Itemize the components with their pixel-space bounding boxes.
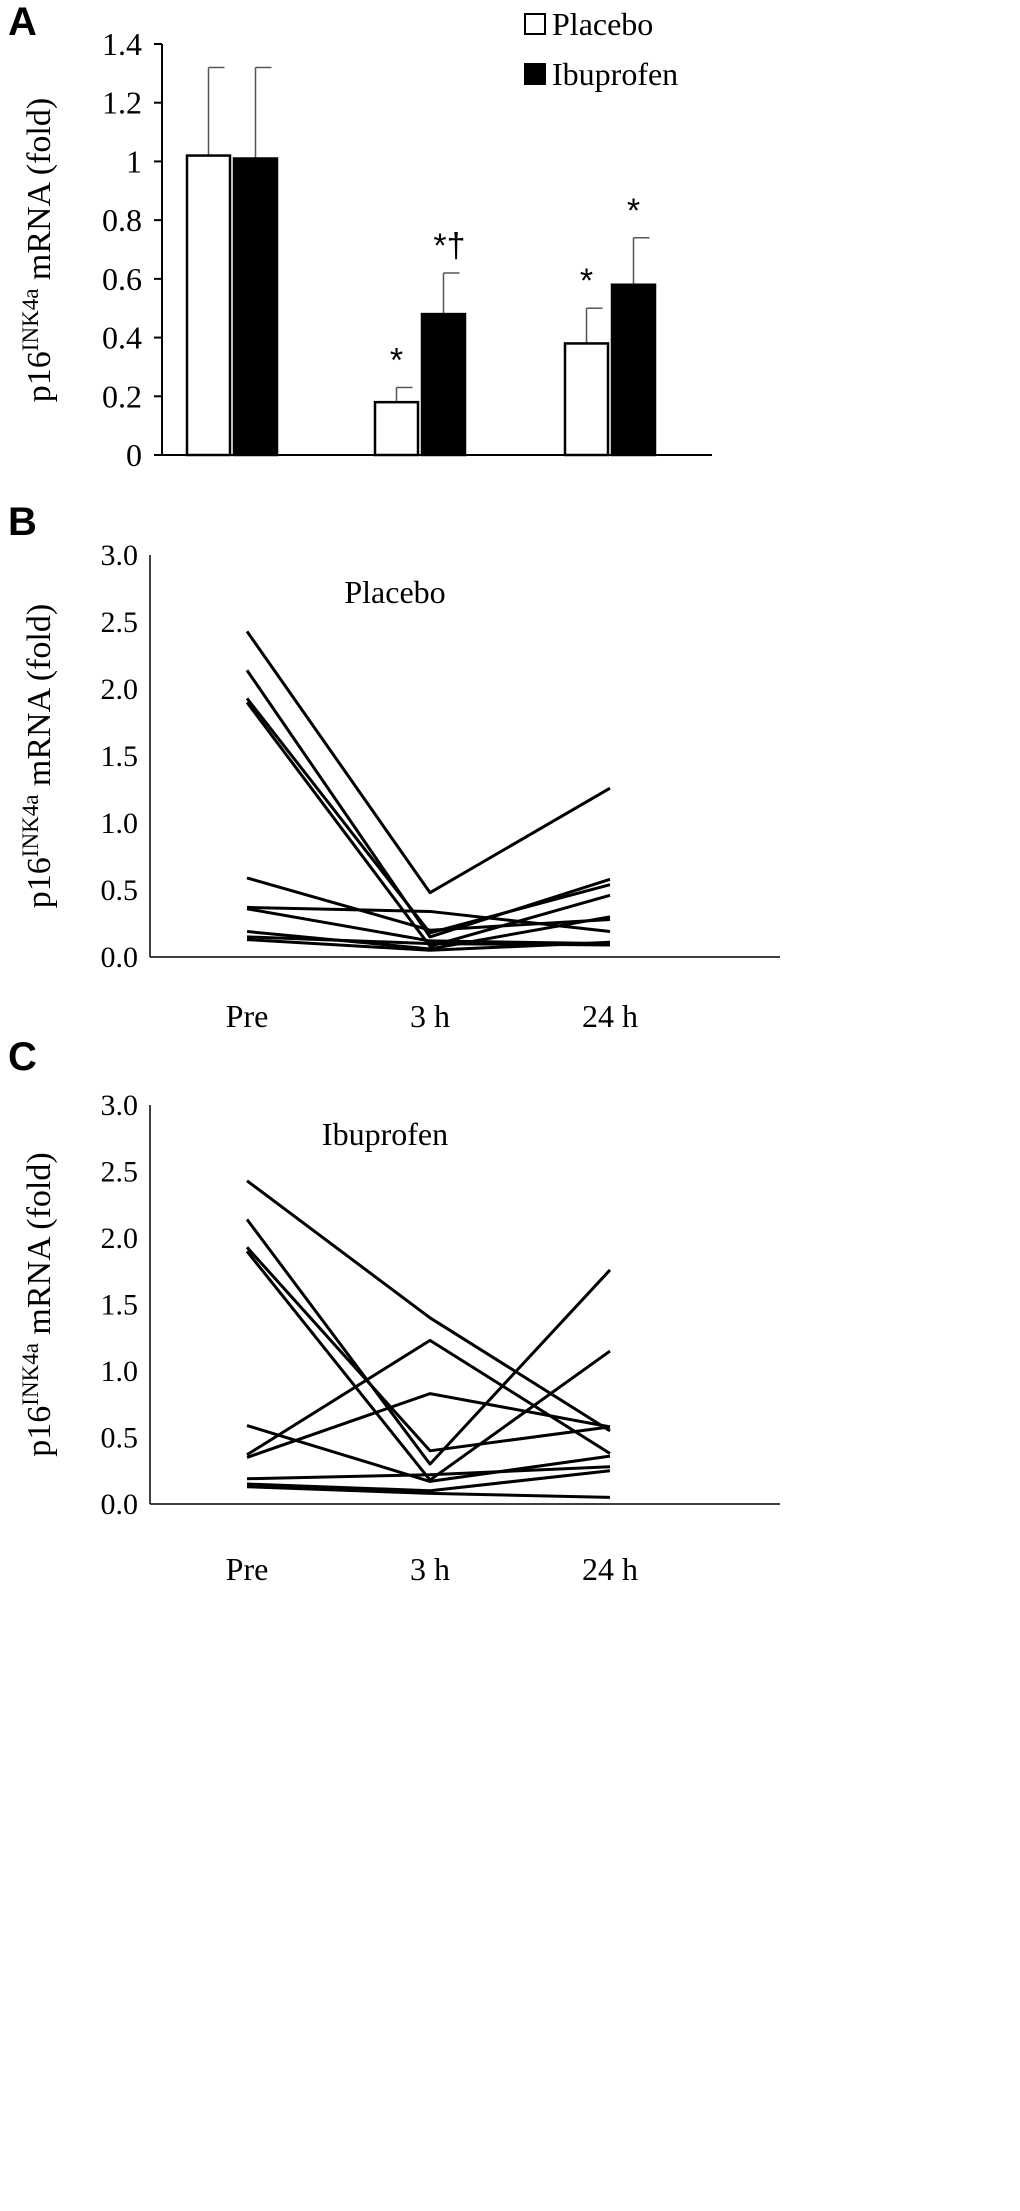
panel-a-y-tick-label: 0	[126, 437, 142, 473]
panel-c-y-tick-label: 2.0	[101, 1222, 139, 1255]
panel-a-bar	[563, 342, 610, 457]
panel-b-series-line	[246, 905, 611, 934]
panel-a-y-tick-label: 0.8	[102, 202, 142, 238]
panel-c-series-line	[246, 1469, 611, 1493]
panel-c-series-line	[245, 1250, 611, 1482]
panel-c-x-tick-label: Pre	[226, 1551, 269, 1587]
panel-b-y-tick-label: 3.0	[101, 539, 139, 572]
panel-a-y-tick-label: 0.4	[102, 320, 142, 356]
panel-c-y-tick-label: 2.5	[101, 1156, 139, 1189]
panel-a-bar	[232, 157, 279, 457]
panel-c-series-line	[246, 1485, 611, 1499]
panel-b-series-line	[246, 907, 611, 946]
panel-c-series-line	[246, 1465, 611, 1481]
line-chart-panel-b: 0.0 0.5 1.0 1.5 2.0 2.5 3.0 p16INK4a mRNA (fold…	[18, 539, 780, 1034]
panel-a-legend-swatch	[524, 13, 546, 35]
panel-a-y-tick-label: 1	[126, 143, 142, 179]
panel-b-series-line	[246, 876, 611, 932]
panel-c-chart-title: Ibuprofen	[322, 1116, 448, 1152]
panel-b-series-line	[245, 697, 611, 935]
panel-label-a: A	[8, 0, 37, 44]
bar-chart-panel-a: 0 0.2 0.4 0.6 0.8 1 1.2 1.4 p16INK4a mRNA (fold)…	[18, 6, 712, 473]
panel-c-y-tick-label: 1.5	[101, 1289, 139, 1322]
panel-b-y-tick-label: 2.5	[101, 606, 139, 639]
panel-a-bar	[185, 154, 232, 457]
panel-a-y-tick-label: 1.2	[102, 85, 142, 121]
panel-a-y-tick-label: 0.6	[102, 261, 142, 297]
panel-b-series-line	[245, 669, 611, 939]
panel-a-legend-label: Ibuprofen	[552, 56, 678, 92]
panel-label-b: B	[8, 500, 37, 544]
panel-c-y-tick-label: 0.5	[101, 1422, 139, 1455]
panel-b-chart-title: Placebo	[344, 574, 445, 610]
line-chart-panel-c: 0.0 0.5 1.0 1.5 2.0 2.5 3.0 p16INK4a mRNA (fold…	[18, 1089, 780, 1587]
panel-a-significance-label: *	[627, 192, 640, 230]
panel-a-bar	[373, 400, 420, 457]
panel-label-c: C	[8, 1035, 37, 1079]
panel-b-y-tick-label: 1.0	[101, 807, 139, 840]
panel-a-y-tick-label: 0.2	[102, 378, 142, 414]
panel-b-y-tick-label: 2.0	[101, 673, 139, 706]
panel-a-significance-label: *	[580, 262, 593, 300]
panel-c-y-tick-label: 0.0	[101, 1488, 139, 1521]
panel-c-x-tick-label: 3 h	[410, 1551, 450, 1587]
panel-a-significance-label: *†	[433, 227, 465, 265]
panel-b-series-line	[245, 701, 611, 948]
panel-c-y-tick-label: 1.0	[101, 1355, 139, 1388]
panel-a-bar	[420, 312, 467, 457]
panel-b-x-tick-label: 24 h	[582, 998, 638, 1034]
panel-a-y-tick-label: 1.4	[102, 26, 142, 62]
panel-b-series-line	[246, 938, 611, 952]
panel-a-y-axis-label: p16INK4a mRNA (fold)	[18, 98, 59, 402]
panel-a-bar	[610, 283, 657, 457]
panel-c-y-axis-label: p16INK4a mRNA (fold)	[18, 1152, 59, 1456]
panel-a-significance-label: *	[390, 341, 403, 379]
panel-b-y-tick-label: 1.5	[101, 740, 139, 773]
panel-c-series-line	[245, 1246, 611, 1453]
panel-b-series-line	[245, 630, 611, 895]
panel-a-legend-label: Placebo	[552, 6, 653, 42]
panel-b-x-tick-label: 3 h	[410, 998, 450, 1034]
panel-c-series-line	[246, 1424, 611, 1483]
panel-c-series-line	[245, 1218, 612, 1466]
panel-a-legend-swatch	[524, 63, 546, 85]
panel-c-y-tick-label: 3.0	[101, 1089, 139, 1122]
panel-c-series-line	[246, 1392, 611, 1459]
panel-c-x-tick-label: 24 h	[582, 1551, 638, 1587]
panel-b-y-axis-label: p16INK4a mRNA (fold)	[18, 604, 59, 908]
panel-b-y-tick-label: 0.0	[101, 941, 139, 974]
panel-b-x-tick-label: Pre	[226, 998, 269, 1034]
panel-b-y-tick-label: 0.5	[101, 874, 139, 907]
